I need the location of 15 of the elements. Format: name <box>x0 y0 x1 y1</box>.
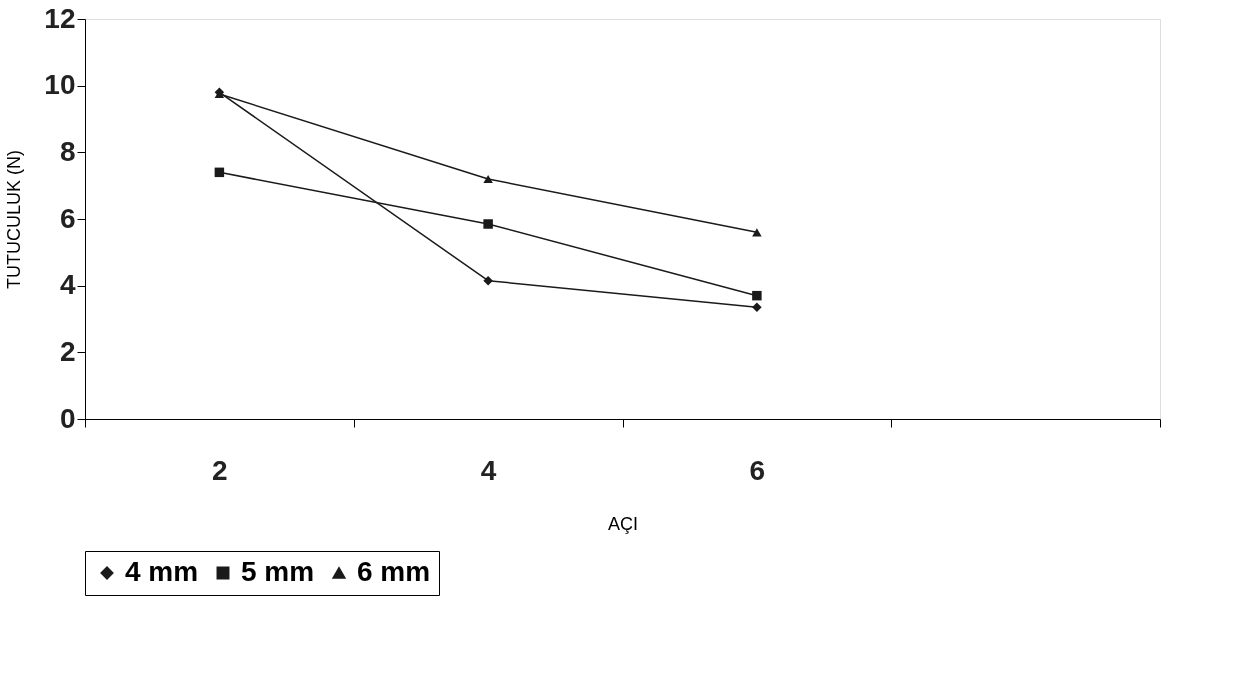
legend-label: 6 mm <box>357 556 431 587</box>
y-tick-label: 6 <box>59 202 76 234</box>
y-tick-label: 10 <box>44 69 76 101</box>
legend-label: 5 mm <box>241 556 315 587</box>
y-tick-label: 4 <box>59 269 76 301</box>
x-tick-label: 4 <box>480 454 497 486</box>
y-tick-label: 8 <box>59 135 76 167</box>
y-tick-label: 2 <box>59 335 76 367</box>
x-axis-title: AÇI <box>607 513 639 534</box>
legend-label: 4 mm <box>125 556 199 587</box>
x-tick-label: 6 <box>749 454 766 486</box>
y-axis-title: TUTUCULUK (N) <box>4 150 25 289</box>
y-tick-label: 12 <box>44 2 76 34</box>
x-tick-label: 2 <box>212 454 228 486</box>
y-tick-label: 0 <box>59 402 76 434</box>
